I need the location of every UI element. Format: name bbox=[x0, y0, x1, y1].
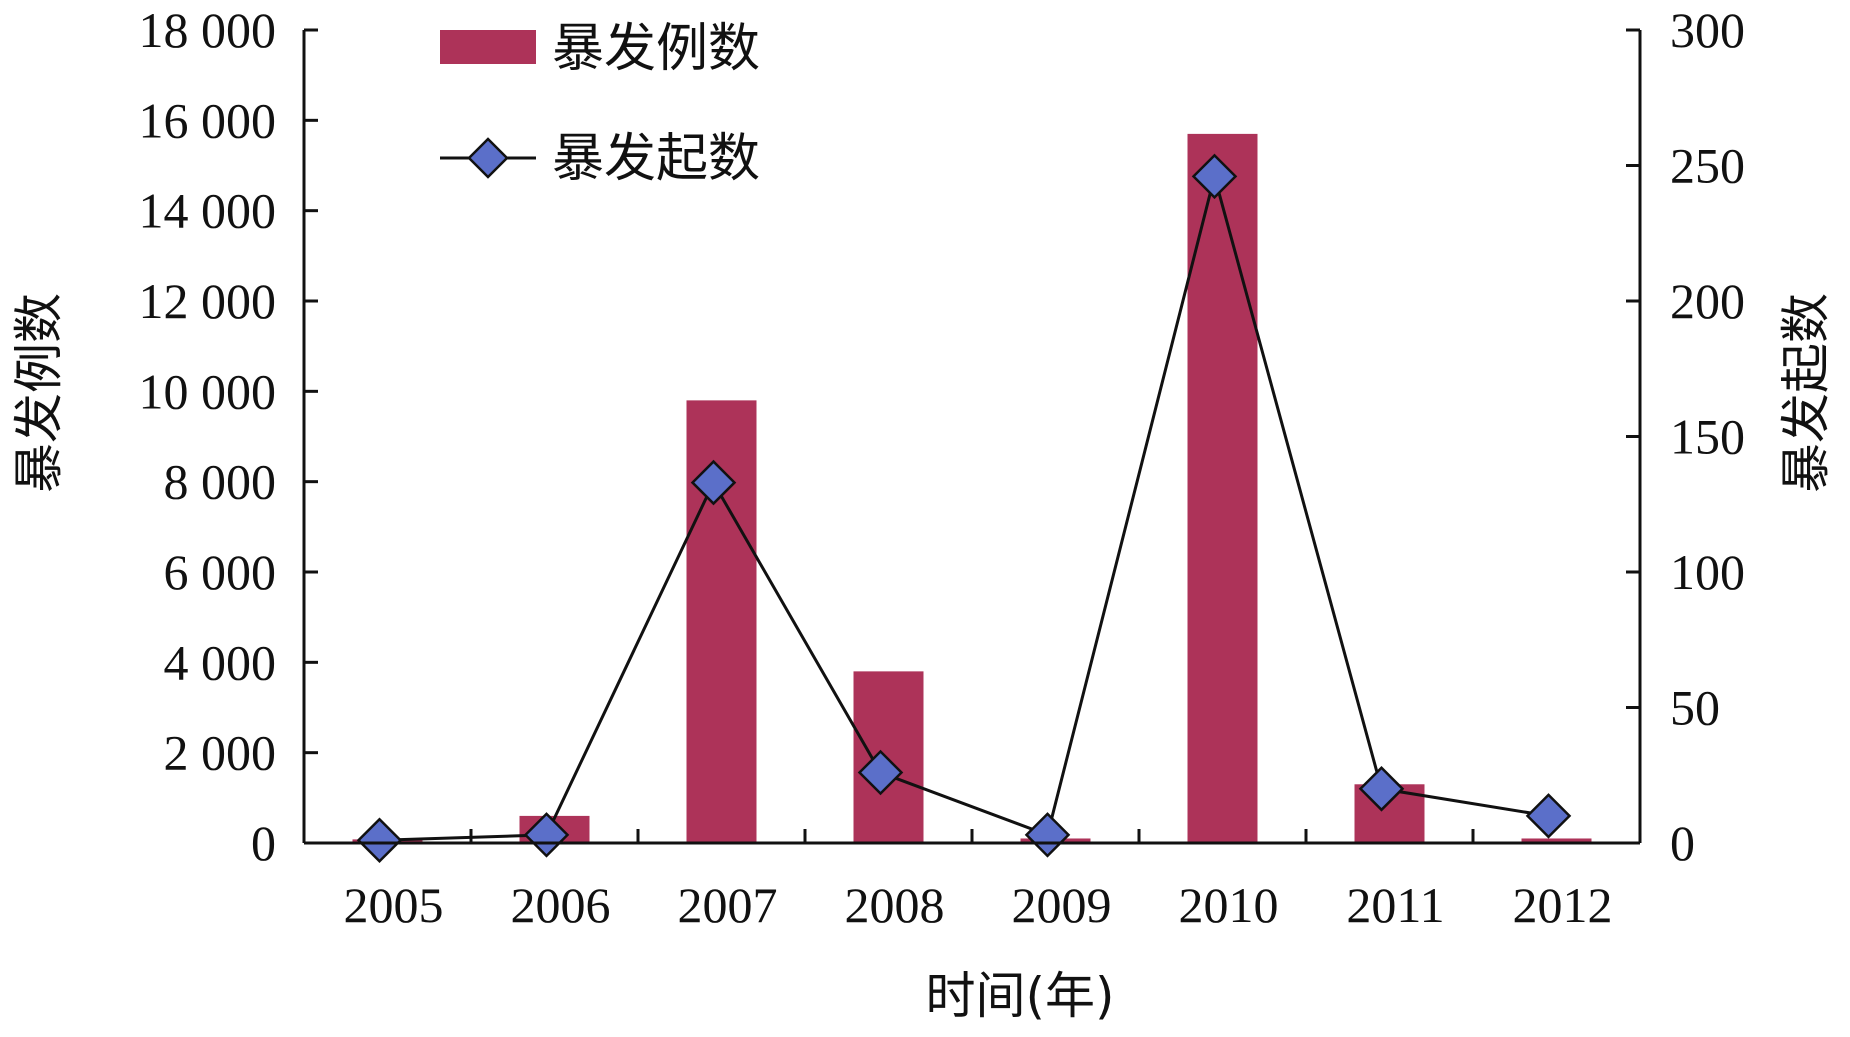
y-right-tick-label: 300 bbox=[1670, 2, 1745, 58]
y-left-tick-label: 6 000 bbox=[164, 544, 277, 600]
x-tick-label: 2008 bbox=[845, 877, 945, 933]
legend-line-label: 暴发起数 bbox=[552, 129, 760, 189]
y-right-ticks-group: 0 50 100 150 200 250 300 bbox=[1626, 2, 1745, 871]
marker-2010 bbox=[1191, 153, 1238, 200]
y-axis-left-title: 暴发例数 bbox=[10, 293, 68, 493]
y-right-tick-label: 150 bbox=[1670, 409, 1745, 465]
x-tick-label: 2012 bbox=[1513, 877, 1613, 933]
y-left-ticks-group: 0 2 000 4 000 6 000 8 000 10 000 12 000 14 000 1… bbox=[139, 2, 318, 871]
marker-2005 bbox=[356, 817, 403, 864]
y-right-tick-label: 250 bbox=[1670, 138, 1745, 194]
axes-group bbox=[302, 30, 1642, 845]
y-left-tick-label: 4 000 bbox=[164, 634, 277, 690]
x-tick-label: 2007 bbox=[678, 877, 778, 933]
legend-diamond-marker bbox=[467, 137, 509, 179]
line-series-group bbox=[356, 153, 1572, 864]
x-ticks-group: 2005 2006 2007 2008 2009 2010 2011 2012 bbox=[302, 829, 1642, 933]
marker-2006 bbox=[523, 812, 570, 858]
x-tick-label: 2009 bbox=[1012, 877, 1112, 933]
bar-2007 bbox=[686, 400, 757, 843]
y-left-tick-label: 18 000 bbox=[139, 2, 277, 58]
x-axis-title: 时间(年) bbox=[925, 967, 1114, 1025]
bar-2012 bbox=[1521, 838, 1592, 843]
y-right-tick-label: 200 bbox=[1670, 273, 1745, 329]
bar-2010 bbox=[1187, 133, 1258, 844]
y-left-tick-label: 10 000 bbox=[139, 363, 277, 419]
bar-2008 bbox=[853, 671, 924, 843]
x-tick-label: 2005 bbox=[344, 877, 444, 933]
marker-2011 bbox=[1358, 766, 1405, 812]
legend-bar-label: 暴发例数 bbox=[552, 19, 760, 79]
y-right-tick-label: 0 bbox=[1670, 815, 1695, 871]
bar-series-group bbox=[352, 133, 1592, 844]
x-tick-label: 2006 bbox=[511, 877, 611, 933]
x-tick-label: 2010 bbox=[1179, 877, 1279, 933]
marker-2008 bbox=[857, 749, 904, 796]
marker-2012 bbox=[1525, 793, 1572, 839]
marker-2009 bbox=[1024, 812, 1071, 858]
legend: 暴发例数 暴发起数 bbox=[440, 19, 760, 189]
legend-bar-swatch bbox=[440, 30, 536, 64]
y-left-tick-label: 12 000 bbox=[139, 273, 277, 329]
y-left-tick-label: 0 bbox=[251, 815, 276, 871]
y-left-tick-label: 14 000 bbox=[139, 183, 277, 239]
y-right-tick-label: 50 bbox=[1670, 680, 1720, 736]
line-series-path bbox=[379, 170, 1549, 842]
marker-2007 bbox=[690, 459, 737, 506]
y-right-tick-label: 100 bbox=[1670, 544, 1745, 600]
y-left-tick-label: 8 000 bbox=[164, 454, 277, 510]
x-tick-label: 2011 bbox=[1346, 877, 1444, 933]
y-left-tick-label: 16 000 bbox=[139, 92, 277, 148]
y-axis-right-title: 暴发起数 bbox=[1777, 293, 1835, 493]
y-left-tick-label: 2 000 bbox=[164, 725, 277, 781]
